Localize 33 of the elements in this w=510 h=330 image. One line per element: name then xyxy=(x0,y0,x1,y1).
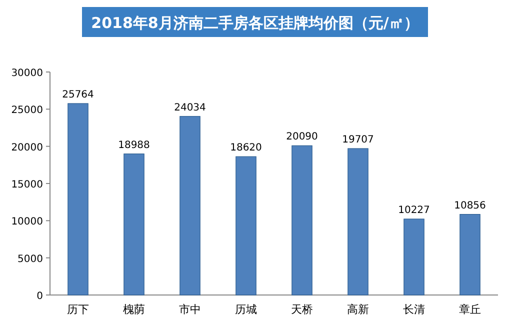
data-label: 25764 xyxy=(62,89,94,100)
data-label: 10856 xyxy=(454,200,486,212)
data-label: 18988 xyxy=(118,140,150,151)
y-tick-label: 20000 xyxy=(11,142,43,154)
data-label: 19707 xyxy=(342,134,374,146)
y-tick-label: 5000 xyxy=(18,254,43,265)
bar xyxy=(236,156,256,296)
data-label: 20090 xyxy=(286,132,318,143)
x-tick-label: 历城 xyxy=(235,303,257,316)
x-tick-label: 天桥 xyxy=(291,303,313,316)
bar xyxy=(180,116,200,296)
bar xyxy=(68,103,88,296)
y-tick-label: 10000 xyxy=(11,216,43,228)
chart-title: 2018年8月济南二手房各区挂牌均价图（元/㎡） xyxy=(91,14,419,32)
x-tick-label: 市中 xyxy=(179,303,201,316)
x-tick-label: 长清 xyxy=(403,303,425,316)
bar xyxy=(460,214,480,296)
bar xyxy=(292,145,312,296)
y-tick-label: 30000 xyxy=(11,68,43,79)
data-label: 10227 xyxy=(398,204,430,216)
y-tick-label: 0 xyxy=(36,291,43,302)
x-tick-label: 槐荫 xyxy=(123,303,145,316)
data-label: 18620 xyxy=(230,142,262,154)
data-label: 24034 xyxy=(174,102,206,114)
title: 2018年8月济南二手房各区挂牌均价图（元/㎡） xyxy=(82,7,428,37)
bar xyxy=(348,148,368,296)
y-tick-label: 15000 xyxy=(11,180,43,190)
x-tick-label: 高新 xyxy=(347,303,369,316)
bar xyxy=(124,154,144,296)
y-tick-label: 25000 xyxy=(11,105,43,116)
bar xyxy=(404,218,424,296)
x-tick-label: 历下 xyxy=(67,303,89,316)
x-tick-label: 章丘 xyxy=(459,303,481,316)
